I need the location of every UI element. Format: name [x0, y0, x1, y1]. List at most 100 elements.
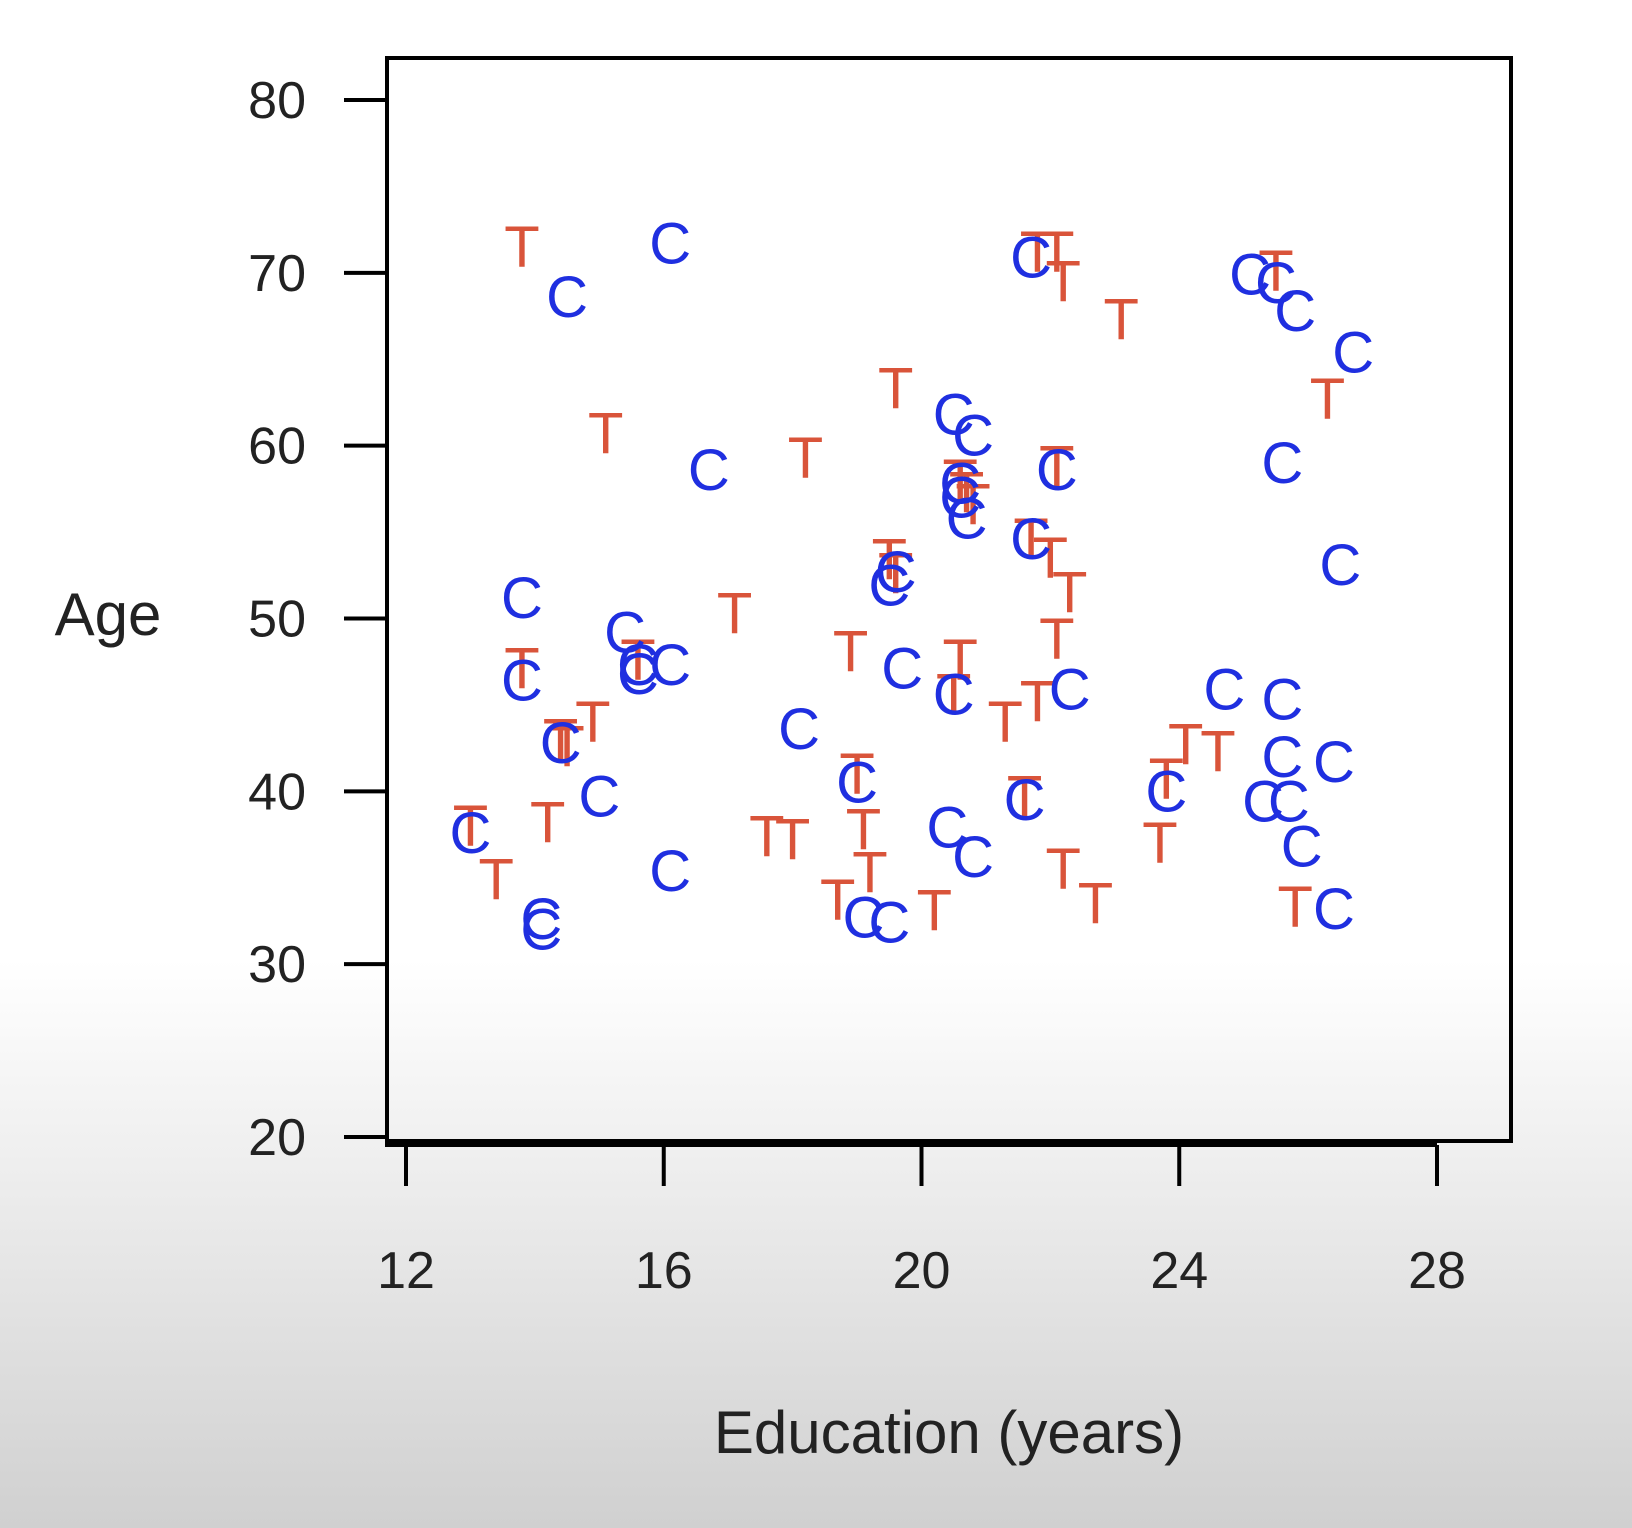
point-T-20: T: [717, 581, 752, 646]
y-tick-label-60: 60: [248, 418, 306, 476]
point-C-15: C: [1010, 507, 1052, 572]
point-C-30: C: [778, 697, 820, 762]
point-T-40: T: [846, 797, 881, 862]
plot-frame: [385, 56, 1513, 1143]
point-C-46: C: [520, 898, 562, 963]
point-T-11: T: [942, 448, 977, 513]
point-C-45: C: [520, 887, 562, 952]
point-C-2: C: [688, 438, 730, 503]
point-C-10: C: [952, 403, 994, 468]
x-axis-title: Education (years): [714, 1399, 1184, 1466]
point-T-26: T: [1020, 669, 1055, 734]
point-T-43: T: [917, 879, 952, 944]
point-T-0: T: [504, 215, 539, 280]
point-T-19: T: [878, 542, 913, 607]
point-C-0: C: [546, 265, 588, 330]
point-T-21: T: [620, 628, 655, 693]
y-tick-label-50: 50: [248, 591, 306, 649]
point-C-28: C: [1203, 657, 1245, 722]
point-C-42: C: [926, 796, 968, 861]
y-tick-label-80: 80: [248, 72, 306, 130]
point-T-36: T: [453, 794, 488, 859]
point-T-41: T: [852, 841, 887, 906]
point-C-38: C: [1242, 770, 1284, 835]
point-T-45: T: [1046, 837, 1081, 902]
point-C-31: C: [540, 711, 582, 776]
point-T-27: T: [988, 690, 1023, 755]
point-T-10: T: [1039, 434, 1074, 499]
point-C-26: C: [933, 663, 975, 728]
point-T-12: T: [949, 460, 984, 525]
point-T-16: T: [1052, 561, 1087, 626]
point-C-37: C: [1145, 759, 1187, 824]
point-T-8: T: [1258, 239, 1293, 304]
point-C-3: C: [1010, 225, 1052, 290]
point-C-24: C: [501, 649, 543, 714]
point-T-28: T: [543, 707, 578, 772]
point-C-44: C: [649, 839, 691, 904]
point-C-48: C: [868, 891, 910, 956]
point-C-19: C: [501, 566, 543, 631]
point-C-21: C: [617, 633, 659, 698]
point-T-5: T: [1039, 220, 1074, 285]
point-C-17: C: [875, 540, 917, 605]
point-T-17: T: [1039, 607, 1074, 672]
y-tick-label-20: 20: [248, 1109, 306, 1167]
point-C-39: C: [1268, 770, 1310, 835]
point-T-14: T: [1013, 507, 1048, 572]
point-T-31: T: [839, 742, 874, 807]
point-T-4: T: [1020, 220, 1055, 285]
point-T-7: T: [1104, 287, 1139, 352]
point-T-38: T: [749, 804, 784, 869]
point-C-8: C: [1261, 431, 1303, 496]
point-T-34: T: [1200, 720, 1235, 785]
point-C-47: C: [843, 886, 885, 951]
point-C-6: C: [1274, 279, 1316, 344]
point-C-29: C: [1261, 668, 1303, 733]
point-C-18: C: [868, 554, 910, 619]
point-C-9: C: [933, 383, 975, 448]
point-T-23: T: [833, 619, 868, 684]
point-T-30: T: [575, 690, 610, 755]
point-T-37: T: [530, 790, 565, 855]
point-C-43: C: [952, 825, 994, 890]
point-C-16: C: [1319, 533, 1361, 598]
y-axis-title: Age: [55, 581, 162, 648]
point-T-22: T: [504, 637, 539, 702]
point-C-14: C: [946, 486, 988, 551]
point-C-20: C: [604, 600, 646, 665]
point-T-1: T: [588, 402, 623, 467]
y-tick-label-40: 40: [248, 763, 306, 821]
point-C-23: C: [649, 633, 691, 698]
point-T-29: T: [549, 714, 584, 779]
point-T-3: T: [878, 357, 913, 422]
point-T-42: T: [820, 868, 855, 933]
point-T-18: T: [872, 528, 907, 593]
point-C-12: C: [939, 452, 981, 517]
point-T-44: T: [478, 847, 513, 912]
point-T-9: T: [1310, 367, 1345, 432]
point-C-25: C: [881, 637, 923, 702]
point-C-36: C: [1004, 768, 1046, 833]
y-tick-label-30: 30: [248, 936, 306, 994]
point-T-24: T: [942, 628, 977, 693]
x-tick-label-28: 28: [1408, 1242, 1466, 1300]
point-T-2: T: [788, 426, 823, 491]
point-T-35: T: [1149, 747, 1184, 812]
point-C-34: C: [836, 751, 878, 816]
x-tick-label-24: 24: [1150, 1242, 1208, 1300]
x-axis-ticks: 12 16 20 24 28: [377, 1143, 1466, 1300]
point-C-41: C: [449, 801, 491, 866]
y-axis-ticks: 20 30 40 50 60 70 80: [248, 72, 385, 1167]
point-C-13: C: [939, 466, 981, 531]
point-C-4: C: [1229, 243, 1271, 308]
point-T-13: T: [955, 472, 990, 537]
point-C-5: C: [1255, 251, 1297, 316]
point-T-39: T: [775, 808, 810, 873]
point-T-47: T: [1142, 811, 1177, 876]
point-C-7: C: [1332, 320, 1374, 385]
point-T-46: T: [1078, 872, 1113, 937]
point-C-27: C: [1049, 657, 1091, 722]
